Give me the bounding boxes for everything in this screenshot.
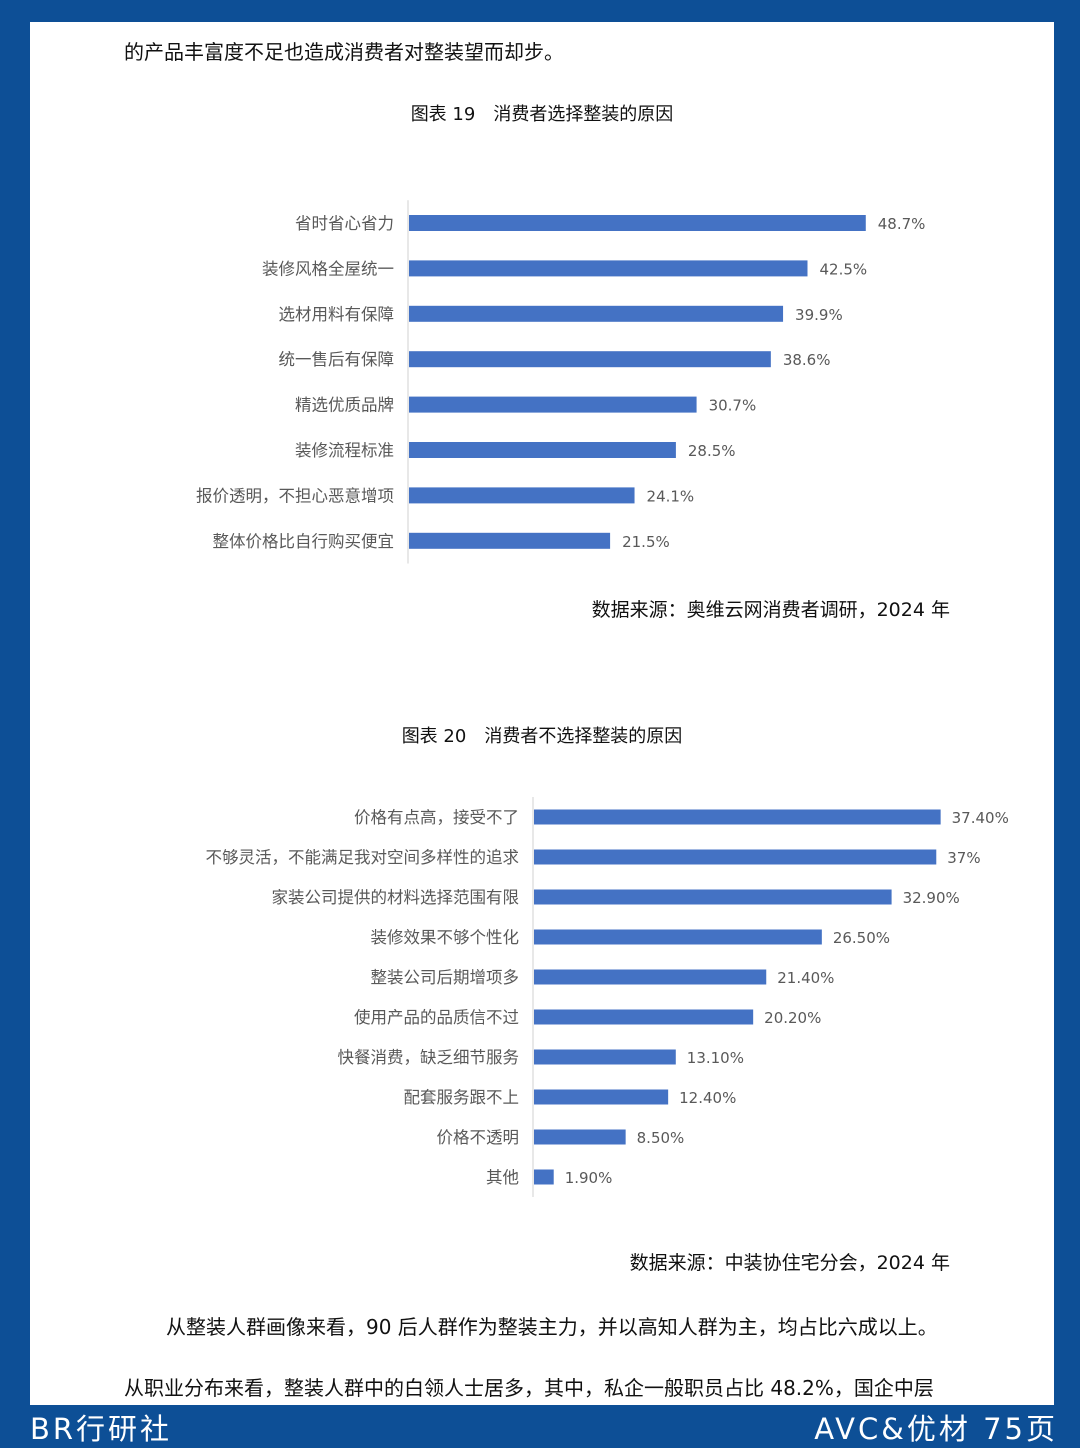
- bar: [409, 442, 676, 458]
- category-label: 整装公司后期增项多: [371, 968, 520, 987]
- bar: [534, 1169, 554, 1185]
- intro-line: 的产品丰富度不足也造成消费者对整装望而却步。: [124, 40, 564, 64]
- bar: [409, 260, 808, 277]
- category-label: 省时省心省力: [295, 214, 394, 233]
- bar: [409, 396, 697, 413]
- value-label: 42.5%: [820, 260, 868, 278]
- category-label: 装修风格全屋统一: [262, 259, 394, 278]
- bar: [534, 1129, 626, 1145]
- report-page: 的产品丰富度不足也造成消费者对整装望而却步。 图表 19 消费者选择整装的原因 …: [30, 22, 1054, 1405]
- bar: [534, 1089, 669, 1105]
- value-label: 38.6%: [783, 351, 831, 369]
- bar: [409, 487, 635, 504]
- category-label: 报价透明，不担心恶意增项: [196, 486, 394, 505]
- value-label: 1.90%: [565, 1169, 613, 1187]
- bar: [534, 889, 892, 905]
- bar: [534, 809, 941, 825]
- value-label: 13.10%: [687, 1049, 744, 1067]
- bar: [534, 849, 937, 865]
- bar: [534, 969, 767, 985]
- category-label: 整体价格比自行购买便宜: [213, 532, 395, 551]
- value-label: 28.5%: [688, 442, 736, 460]
- bar: [409, 351, 771, 368]
- value-label: 37.40%: [952, 809, 1009, 827]
- paragraph-occupation: 从职业分布来看，整装人群中的白领人士居多，其中，私企一般职员占比 48.2%，国…: [124, 1376, 934, 1400]
- category-label: 统一售后有保障: [279, 350, 395, 369]
- chart-20-source: 数据来源：中装协住宅分会，2024 年: [629, 1252, 950, 1274]
- chart-20: 价格有点高，接受不了 37.40% 不够灵活，不能满足我对空间多样性的追求 37% 家装…: [206, 797, 1009, 1197]
- value-label: 12.40%: [679, 1089, 736, 1107]
- category-label: 使用产品的品质信不过: [354, 1008, 519, 1027]
- value-label: 32.90%: [903, 889, 960, 907]
- category-label: 价格不透明: [437, 1128, 520, 1147]
- category-label: 装修效果不够个性化: [371, 928, 520, 947]
- category-label: 精选优质品牌: [295, 396, 394, 415]
- value-label: 30.7%: [709, 397, 757, 415]
- category-label: 配套服务跟不上: [404, 1088, 520, 1107]
- value-label: 20.20%: [764, 1009, 821, 1027]
- chart-19-source: 数据来源：奥维云网消费者调研，2024 年: [591, 599, 950, 621]
- value-label: 21.5%: [622, 533, 670, 551]
- category-label: 选材用料有保障: [279, 305, 395, 324]
- bar: [534, 929, 822, 945]
- category-label: 装修流程标准: [295, 441, 394, 460]
- value-label: 37%: [947, 849, 980, 867]
- bar: [409, 305, 784, 322]
- footer-brand-left: BR行研社: [30, 1412, 173, 1446]
- bar: [409, 215, 866, 231]
- value-label: 48.7%: [878, 215, 926, 233]
- category-label: 快餐消费，缺乏细节服务: [338, 1048, 520, 1067]
- chart-20-title: 图表 20 消费者不选择整装的原因: [401, 726, 683, 747]
- category-label: 其他: [486, 1168, 519, 1187]
- bar: [534, 1049, 676, 1065]
- value-label: 24.1%: [647, 487, 695, 505]
- bar: [534, 1009, 754, 1025]
- paragraph-profile: 从整装人群画像来看，90 后人群作为整装主力，并以高知人群为主，均占比六成以上。: [166, 1315, 938, 1339]
- category-label: 价格有点高，接受不了: [354, 808, 519, 827]
- chart-19-title: 图表 19 消费者选择整装的原因: [410, 104, 674, 125]
- footer-page-info: AVC&优材 75页: [814, 1412, 1058, 1446]
- category-label: 家装公司提供的材料选择范围有限: [272, 888, 520, 907]
- value-label: 8.50%: [637, 1129, 685, 1147]
- value-label: 39.9%: [795, 306, 843, 324]
- category-label: 不够灵活，不能满足我对空间多样性的追求: [206, 848, 520, 867]
- chart-19: 省时省心省力 48.7% 装修风格全屋统一 42.5% 选材用料有保障 39.9% 统一售后…: [196, 200, 926, 564]
- value-label: 21.40%: [777, 969, 834, 987]
- value-label: 26.50%: [833, 929, 890, 947]
- bar: [409, 532, 611, 549]
